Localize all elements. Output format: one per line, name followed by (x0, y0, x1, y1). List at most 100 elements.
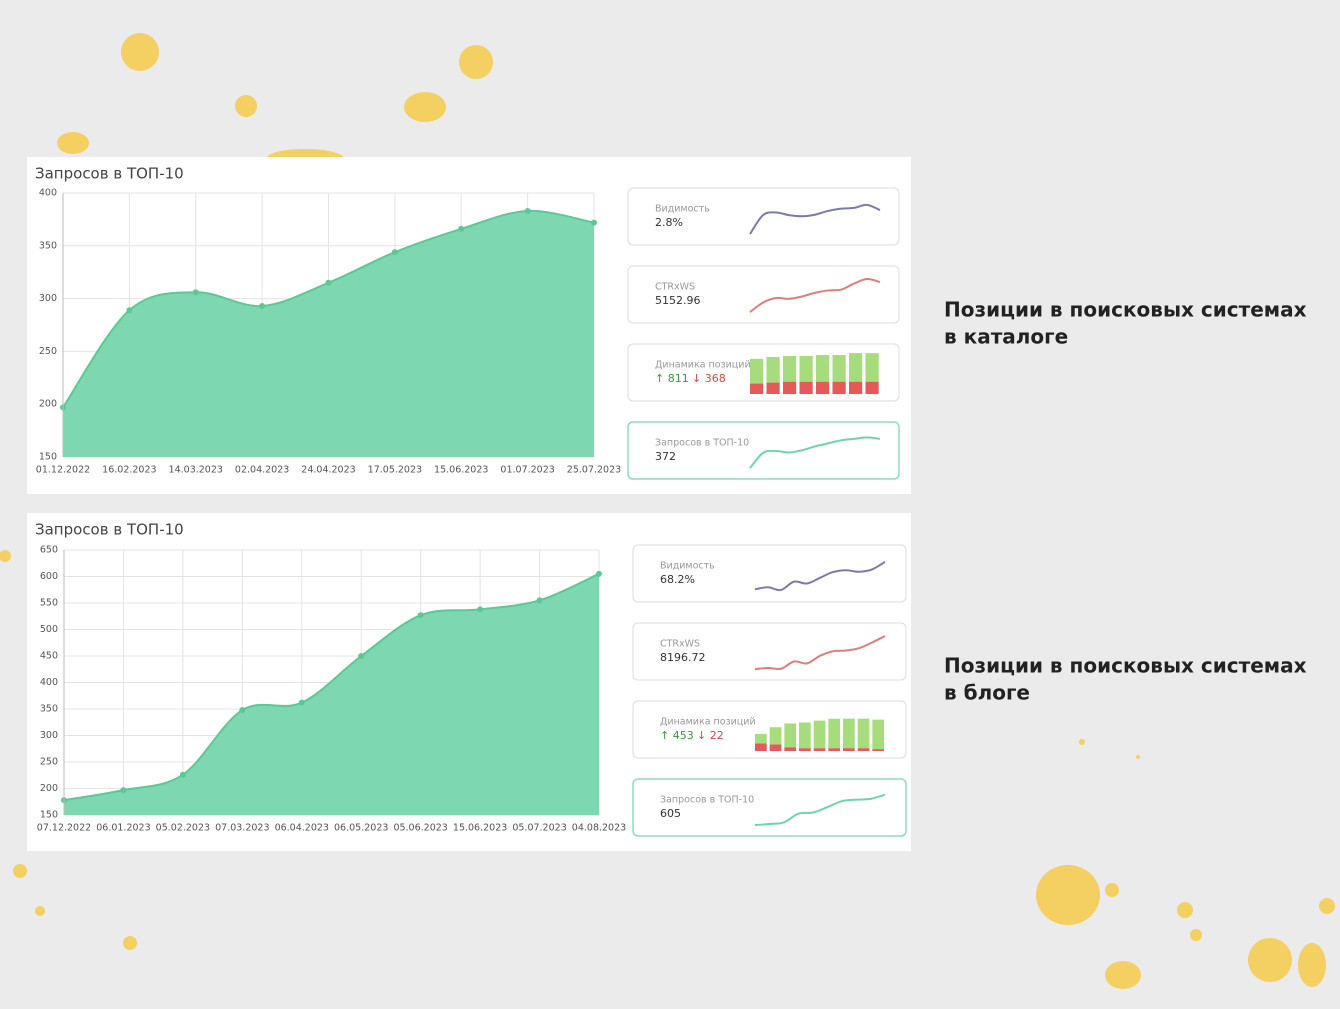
caption: в блоге (944, 681, 1030, 705)
caption: Позиции в поисковых системах (944, 298, 1307, 322)
data-point (536, 597, 543, 604)
x-tick-label: 05.07.2023 (512, 823, 566, 834)
y-tick-label: 300 (39, 293, 57, 304)
card-label: CTRxWS (660, 639, 700, 650)
x-tick-label: 07.12.2022 (37, 823, 91, 834)
bar-down (872, 749, 885, 751)
bar-up (784, 723, 797, 748)
card-label: Видимость (660, 561, 715, 572)
data-point (391, 249, 398, 256)
chart-title: Запросов в ТОП-10 (35, 521, 184, 539)
bar-down (828, 748, 841, 751)
bar-up (843, 718, 855, 749)
card (627, 421, 900, 480)
bar-up (832, 355, 846, 382)
y-tick-label: 400 (39, 188, 57, 199)
card (632, 544, 907, 603)
x-tick-label: 06.05.2023 (334, 823, 388, 834)
y-tick-label: 200 (39, 399, 57, 410)
card (632, 778, 907, 837)
y-tick-label: 450 (40, 651, 58, 662)
y-tick-label: 650 (40, 545, 58, 556)
data-point (524, 207, 531, 214)
bar-up (799, 722, 811, 749)
bar-up (813, 720, 826, 749)
data-point (591, 219, 597, 226)
card-value: 2.8% (655, 216, 683, 229)
area-line (63, 572, 600, 802)
bar-down (849, 381, 863, 394)
sparkline (754, 635, 886, 671)
bar-down (799, 748, 811, 751)
card-down: ↓ 368 (692, 372, 726, 385)
bar-up (750, 358, 764, 384)
bar-down (750, 383, 764, 394)
card-down: ↓ 22 (697, 729, 724, 742)
data-point (417, 612, 424, 619)
card-value: 8196.72 (660, 651, 706, 664)
card-label: CTRxWS (655, 282, 695, 293)
x-tick-label: 15.06.2023 (434, 465, 488, 476)
y-tick-label: 300 (40, 730, 58, 741)
bar-up (755, 733, 767, 744)
bar-down (783, 381, 797, 394)
data-point (477, 606, 484, 613)
caption: Позиции в поисковых системах (944, 654, 1307, 678)
bar-up (865, 353, 879, 382)
sparkline (754, 793, 886, 827)
bar-down (813, 748, 826, 751)
data-point (179, 771, 186, 778)
data-point (126, 307, 133, 314)
y-tick-label: 400 (40, 677, 58, 688)
card-label: Запросов в ТОП-10 (655, 438, 749, 449)
sparkline (754, 560, 886, 592)
bar-up (783, 356, 797, 382)
bar-up (828, 718, 841, 749)
card (632, 622, 907, 681)
bar-up (872, 719, 885, 750)
data-point (358, 653, 365, 659)
x-tick-label: 02.04.2023 (235, 465, 289, 476)
data-point (298, 699, 305, 706)
x-tick-label: 01.07.2023 (500, 465, 554, 476)
data-point (120, 787, 127, 794)
bar-down (865, 381, 879, 394)
area (64, 573, 599, 815)
card-label: Динамика позиций (655, 360, 751, 371)
bar-down (843, 748, 855, 751)
data-point (325, 279, 332, 286)
x-tick-label: 04.08.2023 (572, 823, 626, 834)
y-tick-label: 550 (40, 598, 58, 609)
data-point (239, 707, 246, 714)
bar-down (755, 743, 767, 751)
x-tick-label: 14.03.2023 (169, 465, 223, 476)
bar-down (766, 382, 780, 394)
y-tick-label: 250 (40, 757, 58, 768)
data-point (458, 225, 465, 232)
x-tick-label: 24.04.2023 (301, 465, 355, 476)
bar-up (816, 355, 830, 382)
card-label: Видимость (655, 204, 710, 215)
data-point (259, 302, 266, 309)
y-tick-label: 250 (39, 346, 57, 357)
bar-up (799, 356, 813, 382)
y-tick-label: 150 (40, 810, 58, 821)
x-tick-label: 07.03.2023 (215, 823, 269, 834)
y-tick-label: 150 (39, 452, 57, 463)
sparkline (749, 278, 881, 313)
card-value: 605 (660, 807, 681, 820)
x-tick-label: 15.06.2023 (453, 823, 507, 834)
card-value: 372 (655, 450, 676, 463)
card (627, 343, 900, 402)
area (63, 210, 594, 457)
bar-up (849, 353, 863, 382)
card (627, 187, 900, 246)
y-tick-label: 600 (40, 571, 58, 582)
card (627, 265, 900, 324)
bar-up (769, 727, 782, 745)
x-tick-label: 01.12.2022 (36, 465, 90, 476)
bar-up (766, 356, 780, 383)
y-tick-label: 500 (40, 624, 58, 635)
